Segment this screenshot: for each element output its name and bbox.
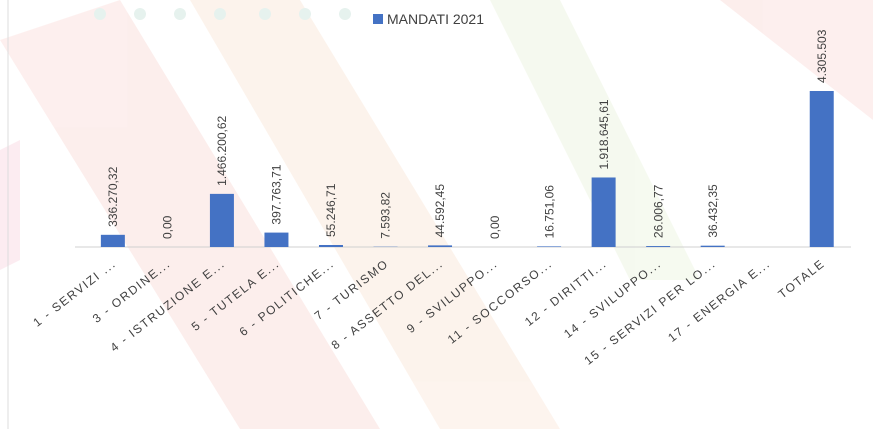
value-label: 1.466.200,62 <box>215 115 229 185</box>
x-tick-label: TOTALE <box>775 256 827 301</box>
legend-swatch <box>373 14 383 24</box>
value-label: 26.006,77 <box>651 184 665 238</box>
value-label: 0,00 <box>488 215 502 239</box>
value-label: 16.751,06 <box>542 185 556 239</box>
value-label: 1.918.645,61 <box>597 99 611 169</box>
bar <box>210 194 234 247</box>
value-label: 44.592,45 <box>433 184 447 238</box>
value-label: 55.246,71 <box>324 183 338 237</box>
value-label: 36.432,35 <box>706 184 720 238</box>
dots <box>94 8 351 20</box>
bar <box>537 246 561 247</box>
bar <box>319 245 343 247</box>
chart: MANDATI 2021 1 - SERVIZI ...336.270,323 … <box>0 0 873 429</box>
bar <box>701 246 725 247</box>
value-label: 0,00 <box>161 215 175 239</box>
value-label: 397.763,71 <box>270 164 284 224</box>
bar <box>101 235 125 247</box>
value-label: 4.305.503 <box>815 29 829 83</box>
value-label: 7.593,82 <box>379 192 393 239</box>
bar <box>646 246 670 247</box>
bar <box>810 91 834 247</box>
bar <box>264 233 288 247</box>
legend-label: MANDATI 2021 <box>387 11 484 27</box>
value-label: 336.270,32 <box>106 166 120 226</box>
bar <box>592 177 616 247</box>
bar <box>428 245 452 247</box>
x-tick-label: 14 - SVILUPPO... <box>561 256 664 341</box>
